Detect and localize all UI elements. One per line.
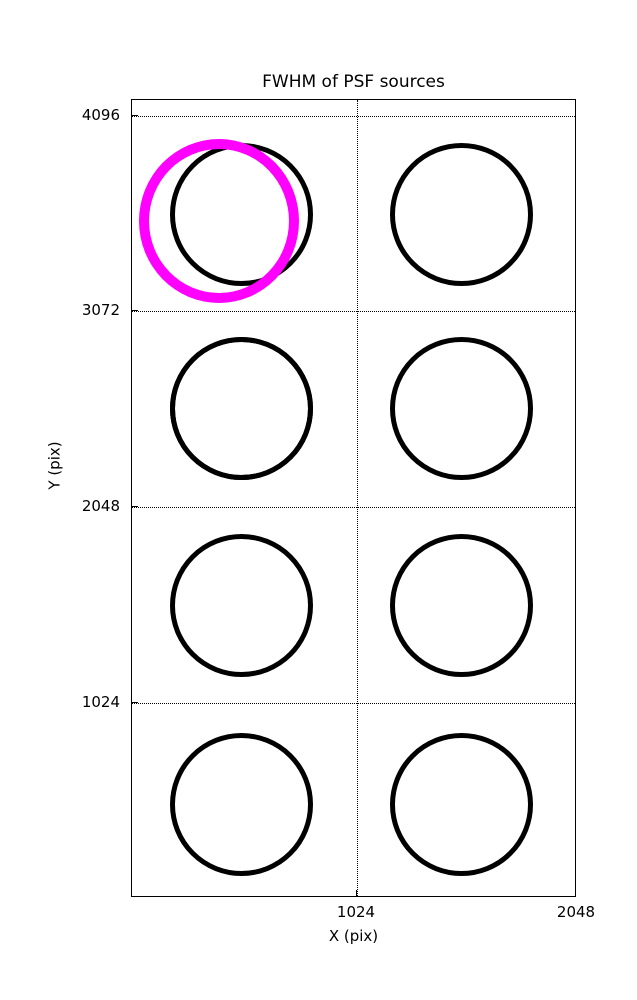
tick-mark-y-4096 — [131, 115, 138, 116]
page-title: FWHM of PSF sources — [262, 72, 445, 92]
gridline-y-2048 — [132, 507, 575, 508]
x-axis-label: X (pix) — [328, 927, 379, 945]
tick-label-y-3072: 3072 — [81, 301, 120, 319]
psf-source-marker-r2c2 — [390, 337, 533, 480]
psf-reference-circle — [139, 139, 299, 303]
tick-mark-y-3072 — [131, 310, 138, 311]
plot-axes-area — [131, 99, 576, 897]
tick-label-y-4096: 4096 — [81, 106, 120, 124]
psf-source-marker-r4c1 — [170, 733, 313, 876]
gridline-y-3072 — [132, 311, 575, 312]
psf-source-marker-r3c2 — [390, 534, 533, 677]
y-axis-label: Y (pix) — [45, 441, 64, 490]
tick-label-x-2048: 2048 — [556, 903, 596, 921]
psf-source-marker-r3c1 — [170, 534, 313, 677]
psf-source-marker-r4c2 — [390, 733, 533, 876]
tick-mark-x-1024 — [356, 890, 357, 897]
tick-label-y-2048: 2048 — [81, 497, 120, 515]
tick-label-x-1024: 1024 — [336, 903, 376, 921]
tick-mark-y-1024 — [131, 702, 138, 703]
tick-mark-y-2048 — [131, 506, 138, 507]
tick-label-y-1024: 1024 — [81, 693, 120, 711]
gridline-y-4096 — [132, 116, 575, 117]
psf-source-marker-r2c1 — [170, 337, 313, 480]
gridline-x-1024 — [357, 100, 358, 896]
gridline-y-1024 — [132, 703, 575, 704]
psf-source-marker-r1c2 — [390, 143, 533, 286]
